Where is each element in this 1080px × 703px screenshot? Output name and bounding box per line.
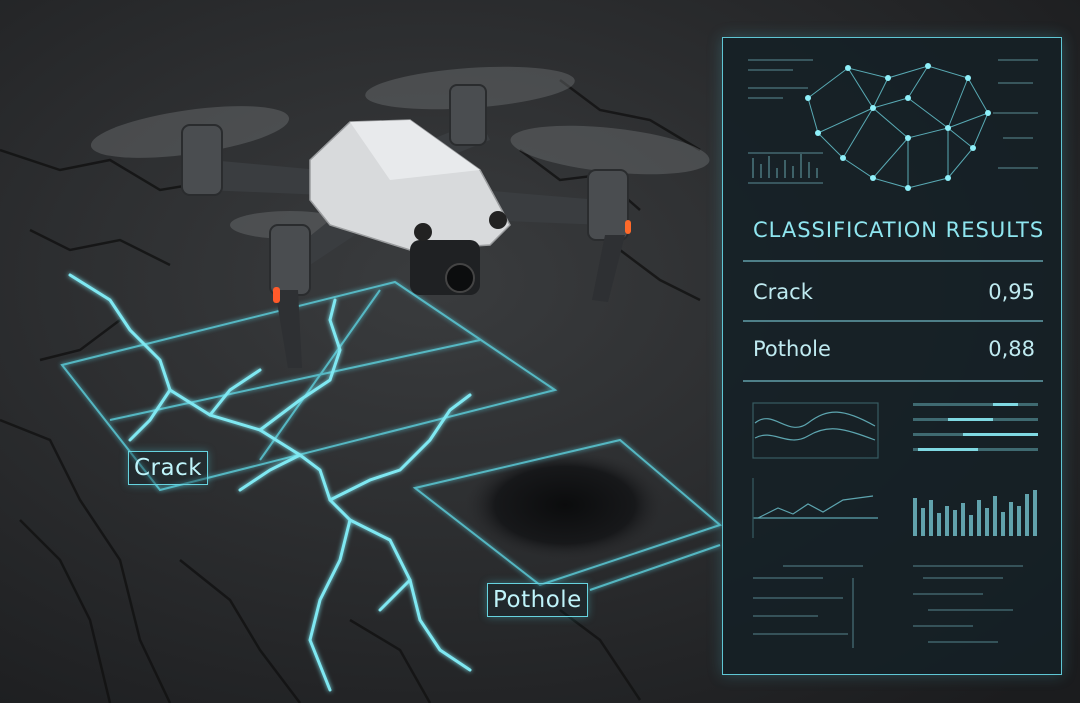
result-row-pothole: Pothole 0,88 — [753, 337, 1035, 377]
result-score: 0,95 — [988, 280, 1035, 304]
classification-panel: CLASSIFICATION RESULTS Crack 0,95 Pothol… — [722, 37, 1062, 675]
panel-graphics — [748, 59, 1038, 648]
pothole-tag: Pothole — [487, 583, 588, 617]
divider — [743, 260, 1043, 262]
crack-tag: Crack — [128, 451, 209, 485]
panel-title: CLASSIFICATION RESULTS — [753, 218, 1045, 242]
detected-crack — [68, 273, 472, 692]
indicator-light — [273, 287, 280, 303]
bar-chart-icon — [913, 490, 1037, 536]
result-label: Crack — [753, 280, 813, 304]
divider — [743, 320, 1043, 322]
progress-bars-icon — [913, 403, 1038, 451]
neural-network-icon — [805, 63, 991, 191]
result-row-crack: Crack 0,95 — [753, 280, 1035, 320]
result-score: 0,88 — [988, 337, 1035, 361]
line-chart-icon — [752, 402, 879, 538]
background-cracks — [0, 79, 701, 703]
pothole — [465, 450, 665, 560]
drone — [90, 66, 710, 368]
result-label: Pothole — [753, 337, 831, 361]
divider — [743, 380, 1043, 382]
